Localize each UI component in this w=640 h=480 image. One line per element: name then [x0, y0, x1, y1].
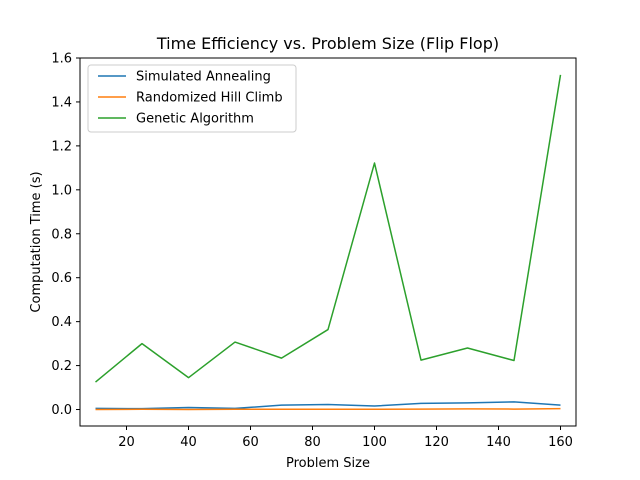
plot-frame [79, 57, 577, 427]
y-axis-label: Computation Time (s) [29, 171, 44, 312]
x-tick-label: 140 [486, 435, 511, 450]
y-tick-label: 0.0 [51, 403, 72, 418]
legend-label: Simulated Annealing [136, 70, 271, 85]
series-line-randomized-hill-climb [95, 407, 561, 411]
x-tick-label: 40 [180, 435, 197, 450]
y-tick-label: 1.6 [51, 52, 72, 67]
series-line-simulated-annealing [95, 401, 561, 410]
series-lines [95, 74, 562, 411]
legend-box [87, 64, 297, 133]
y-tick-label: 1.2 [51, 139, 72, 154]
y-tick-label: 0.8 [51, 227, 72, 242]
y-tick-label: 0.2 [51, 359, 72, 374]
x-tick-label: 80 [304, 435, 321, 450]
x-axis: 20 40 60 80 100 120 140 160 [118, 426, 573, 450]
y-axis: 0.0 0.2 0.4 0.6 0.8 1.0 1.2 1.4 1.6 [51, 52, 80, 418]
plot-area [79, 57, 577, 427]
y-tick-label: 0.4 [51, 315, 72, 330]
chart-title: Time Efficiency vs. Problem Size (Flip F… [156, 34, 499, 53]
x-tick-label: 120 [424, 435, 449, 450]
y-tick-label: 1.4 [51, 95, 72, 110]
x-tick-label: 20 [118, 435, 135, 450]
series-line-genetic-algorithm [95, 74, 562, 383]
y-tick-label: 1.0 [51, 183, 72, 198]
x-tick-label: 60 [242, 435, 259, 450]
legend-label: Genetic Algorithm [136, 112, 254, 127]
x-tick-label: 160 [548, 435, 573, 450]
x-axis-label: Problem Size [286, 456, 370, 471]
y-tick-label: 0.6 [51, 271, 72, 286]
legend-label: Randomized Hill Climb [136, 91, 283, 106]
legend: Simulated Annealing Randomized Hill Climb… [87, 64, 297, 133]
x-tick-label: 100 [362, 435, 387, 450]
